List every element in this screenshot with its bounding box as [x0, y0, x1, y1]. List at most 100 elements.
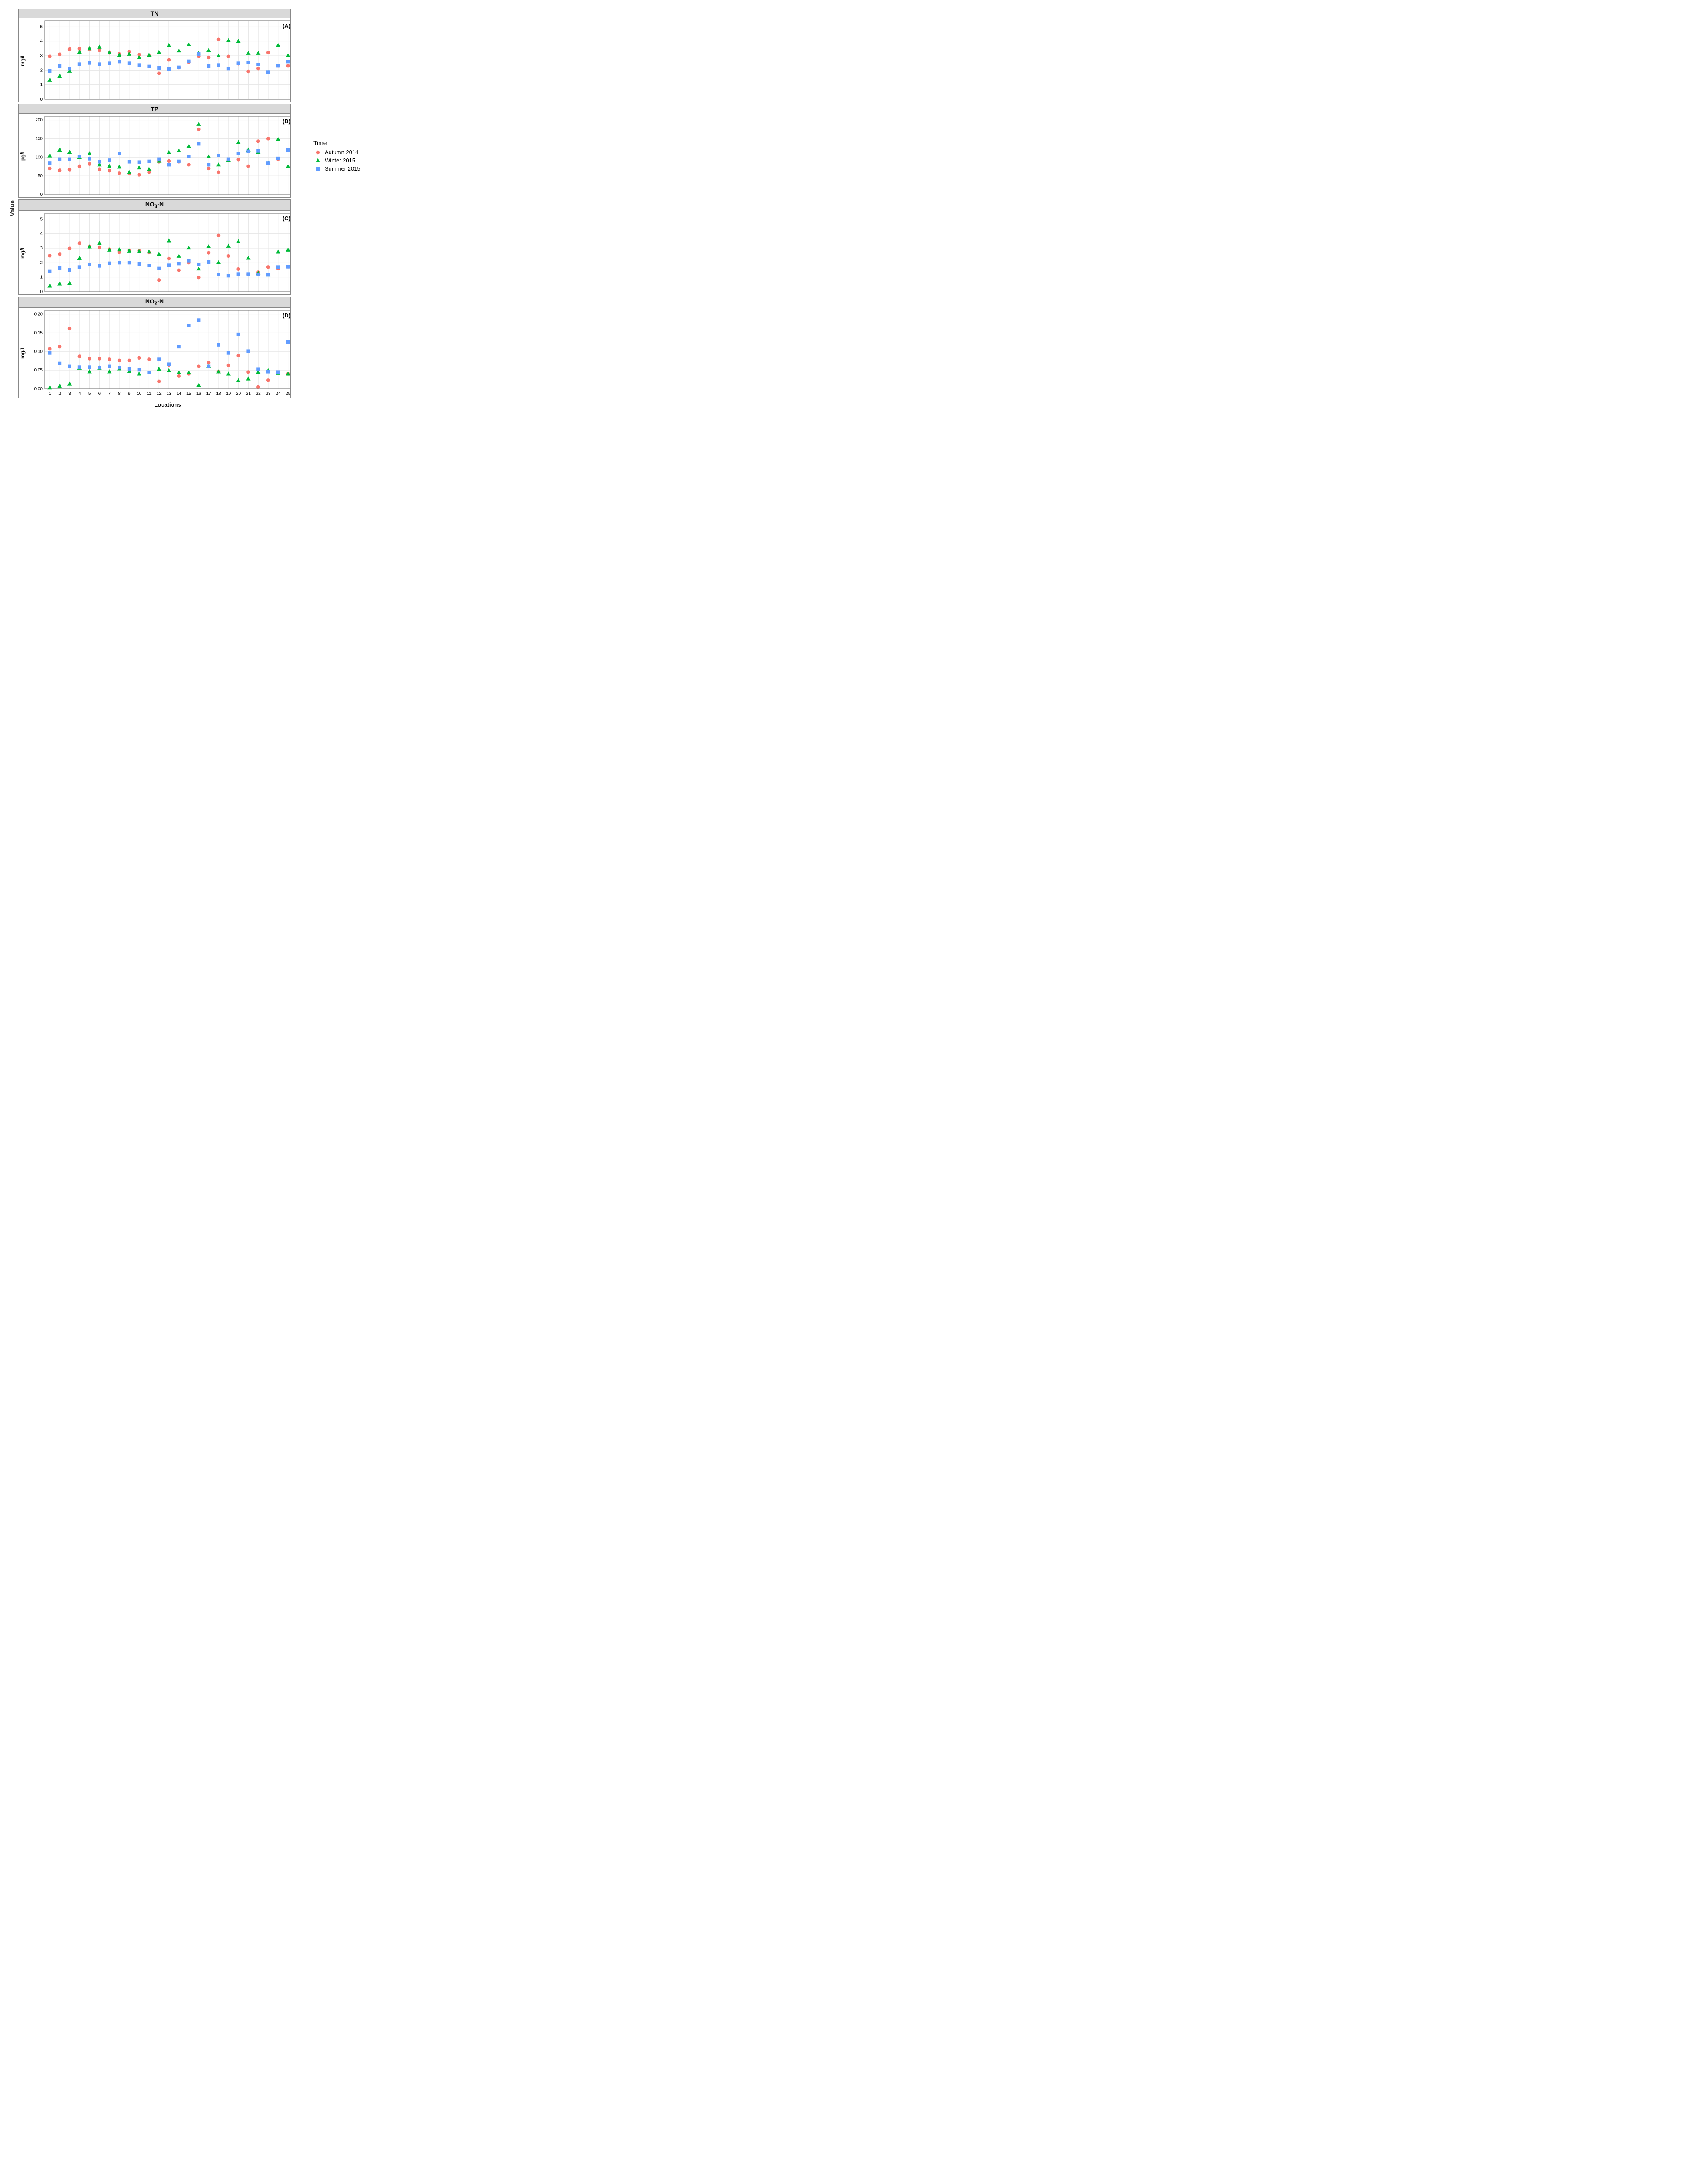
- data-point: [187, 324, 191, 327]
- panel-title: NO2-N: [19, 297, 290, 308]
- data-point: [227, 254, 230, 258]
- data-point: [227, 351, 230, 354]
- x-tick-label: 21: [246, 391, 251, 396]
- data-point: [236, 267, 240, 271]
- y-tick-label: 0.00: [34, 387, 43, 391]
- data-point: [286, 60, 290, 63]
- data-point: [48, 161, 51, 165]
- data-point: [266, 370, 270, 373]
- y-tick-label: 50: [38, 174, 43, 179]
- data-point: [78, 165, 81, 168]
- data-point: [98, 264, 101, 267]
- data-point: [128, 261, 131, 264]
- data-point: [138, 368, 141, 371]
- panel-y-axis-label: mg/L: [19, 18, 27, 102]
- data-point: [88, 263, 91, 266]
- y-tick-label: 4: [40, 39, 43, 44]
- x-tick-label: 25: [286, 391, 290, 396]
- data-point: [187, 155, 191, 158]
- data-point: [118, 358, 121, 362]
- x-tick-label: 12: [157, 391, 162, 396]
- data-point: [177, 345, 181, 348]
- x-tick-label: 19: [226, 391, 231, 396]
- data-point: [266, 51, 270, 54]
- data-point: [68, 268, 71, 272]
- panel-title: TN: [19, 9, 290, 18]
- data-point: [256, 63, 260, 66]
- y-tick-label: 5: [40, 24, 43, 29]
- data-point: [78, 365, 81, 369]
- data-point: [266, 137, 270, 140]
- data-point: [118, 152, 121, 155]
- data-point: [88, 357, 91, 360]
- data-point: [147, 170, 151, 174]
- data-point: [147, 357, 151, 361]
- y-tick-label: 2: [40, 260, 43, 265]
- data-point: [256, 139, 260, 143]
- data-point: [246, 349, 250, 353]
- data-point: [58, 345, 61, 348]
- data-point: [246, 272, 250, 276]
- data-point: [286, 148, 290, 152]
- legend-swatch: [313, 149, 322, 155]
- panel-badge: (B): [283, 118, 290, 125]
- data-point: [256, 367, 260, 371]
- data-point: [157, 158, 161, 161]
- data-point: [207, 163, 210, 166]
- data-point: [137, 356, 141, 359]
- x-tick-label: 10: [137, 391, 142, 396]
- data-point: [227, 54, 230, 58]
- data-point: [276, 370, 280, 374]
- data-point: [197, 52, 200, 56]
- data-point: [187, 163, 190, 166]
- data-point: [48, 269, 51, 273]
- x-tick-label: 15: [186, 391, 192, 396]
- data-point: [48, 254, 51, 257]
- data-point: [236, 158, 240, 161]
- y-tick-label: 0.20: [34, 312, 43, 317]
- y-tick-label: 0: [40, 290, 43, 294]
- data-point: [237, 272, 240, 276]
- data-point: [157, 357, 161, 361]
- data-point: [187, 60, 191, 63]
- data-point: [167, 257, 171, 260]
- data-point: [78, 354, 81, 358]
- x-tick-label: 22: [256, 391, 261, 396]
- data-point: [98, 62, 101, 66]
- data-point: [177, 66, 181, 69]
- data-point: [217, 63, 220, 67]
- y-tick-label: 0: [40, 192, 43, 197]
- data-point: [177, 160, 181, 163]
- x-tick-label: 2: [58, 391, 61, 396]
- data-point: [217, 154, 220, 157]
- data-point: [48, 167, 51, 170]
- panel-y-axis-label: mg/L: [19, 211, 27, 294]
- data-point: [98, 160, 101, 164]
- data-point: [207, 364, 210, 368]
- data-point: [237, 332, 240, 336]
- data-point: [207, 167, 210, 170]
- figure-container: Value TN mg/L 012345 (A) TP µg/L 0501001: [9, 9, 305, 408]
- data-point: [167, 67, 171, 71]
- data-point: [68, 168, 71, 171]
- data-point: [98, 168, 101, 171]
- legend-swatch: [313, 166, 322, 172]
- global-x-axis-label: Locations: [30, 401, 305, 408]
- data-point: [157, 379, 161, 383]
- data-point: [167, 362, 171, 366]
- data-point: [167, 163, 171, 166]
- data-point: [266, 378, 270, 382]
- data-point: [68, 364, 71, 368]
- x-tick-label: 6: [98, 391, 101, 396]
- panel-badge: (D): [283, 312, 290, 319]
- data-point: [138, 262, 141, 266]
- data-point: [48, 54, 51, 58]
- panel-B: TP µg/L 050100150200 (B): [18, 104, 291, 198]
- x-tick-label: 7: [108, 391, 111, 396]
- y-tick-label: 200: [35, 118, 43, 123]
- legend-label: Summer 2015: [325, 165, 360, 172]
- panel-title: TP: [19, 104, 290, 114]
- y-tick-label: 0.10: [34, 349, 43, 354]
- data-point: [237, 61, 240, 65]
- data-point: [98, 246, 101, 249]
